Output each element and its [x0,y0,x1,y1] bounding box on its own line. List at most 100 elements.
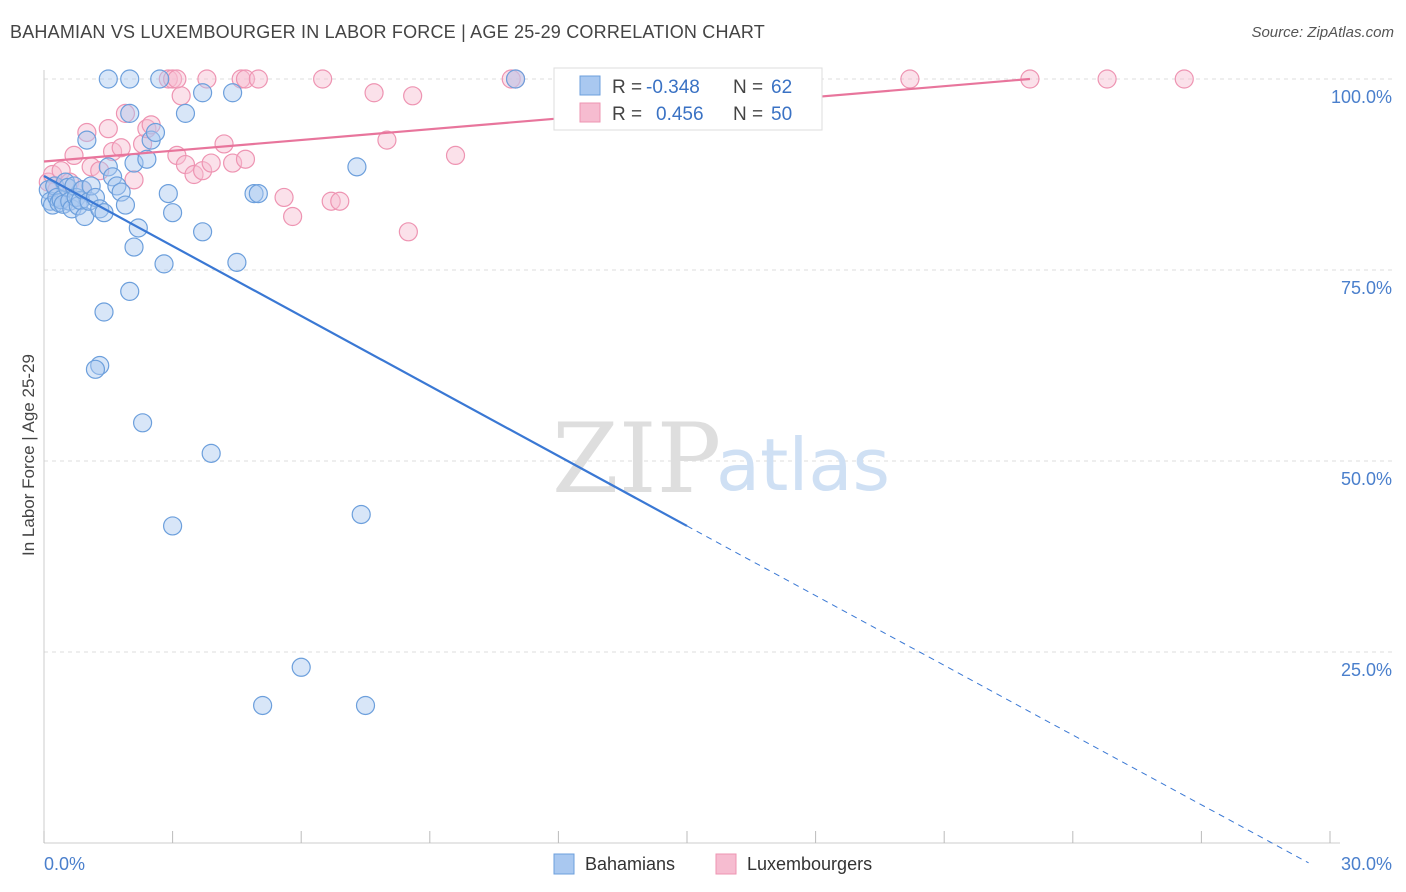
luxembourgers-point [111,138,131,158]
luxembourgers-point [501,69,521,89]
axes [43,70,1340,844]
bahamians-point [158,184,178,204]
series-legend: Bahamians Luxembourgers [553,853,872,875]
y-tick-label-100: 100.0% [1331,87,1392,107]
bahamians-trend-extension [686,525,1309,864]
watermark: ZIP atlas [552,403,890,515]
bahamians-point [163,203,183,223]
luxembourgers-point [1174,69,1194,89]
bahamians-point [120,69,140,89]
watermark-zip: ZIP [552,403,721,515]
luxembourgers-point [398,222,418,242]
luxembourgers-point [167,69,187,89]
legend-n-label-1: N = [733,77,763,98]
bahamians-point [248,184,268,204]
luxembourgers-point [403,86,423,106]
luxembourgers-point [171,86,191,106]
bahamians-point [351,504,371,525]
bahamians-point [124,237,144,257]
y-axis-tick-labels: 25.0% 50.0% 75.0% 100.0% [1331,87,1392,680]
bahamians-point [115,195,136,215]
x-tick-label-max: 30.0% [1341,854,1392,874]
bahamians-point [193,222,213,242]
luxembourgers-point [248,69,268,89]
luxembourgers-point [214,134,234,154]
legend-n-label-2: N = [733,104,763,125]
x-axis-tick-labels: 0.0% 30.0% [44,854,1392,874]
luxembourgers-point [201,153,221,173]
luxembourgers-point [124,170,144,190]
luxembourgers-point [1097,69,1117,89]
luxembourgers-point [283,206,303,227]
y-tick-label-75: 75.0% [1341,278,1392,298]
luxembourgers-point [231,69,251,89]
luxembourgers-point [900,69,920,89]
bahamians-point [193,83,213,103]
gridlines [44,78,1392,653]
correlation-legend: R = -0.348 N = 62 R = 0.456 N = 50 [553,67,823,131]
luxembourgers-trend-line [43,77,1031,163]
legend-n-value-2: 50 [771,104,792,125]
bahamians-point [120,103,140,123]
luxembourgers-point [235,149,256,169]
source-label: Source: ZipAtlas.com [1251,24,1394,41]
bahamians-point [102,167,123,187]
bahamians-point [75,206,95,227]
legend-r-value-1: -0.348 [646,77,700,98]
legend-r-value-2: 0.456 [656,104,704,125]
bahamians-point [98,69,118,89]
bahamians-trend-line [43,175,688,527]
luxembourgers-point [377,130,397,150]
series-legend-label-luxembourgers: Luxembourgers [747,854,872,874]
luxembourgers-point [313,69,333,89]
luxembourgers-point [445,145,466,165]
luxembourgers-point [364,83,384,103]
bahamians-point [85,359,106,379]
bahamians-point [201,443,221,463]
luxembourgers-point [98,119,118,139]
series-legend-swatch-bahamians [553,853,575,875]
luxembourgers-point [77,122,97,143]
bahamians-point [145,122,166,143]
bahamians-point [227,252,247,272]
legend-r-label-1: R = [612,77,642,98]
bahamians-point [291,657,311,677]
bahamians-point [223,83,243,103]
bahamians-point [98,157,118,177]
legend-swatch-luxembourgers [579,102,601,123]
bahamians-point [150,69,170,89]
bahamians-point [77,130,97,150]
luxembourgers-point [223,153,243,173]
bahamians-point [244,184,264,204]
legend-n-value-1: 62 [771,77,792,98]
y-tick-label-25: 25.0% [1341,660,1392,680]
x-tick-label-min: 0.0% [44,854,85,874]
luxembourgers-point [115,103,136,123]
luxembourgers-point [274,187,294,208]
y-tick-label-50: 50.0% [1341,469,1392,489]
bahamians-point [175,103,196,123]
luxembourgers-point [330,191,350,211]
trend-lines [43,77,1309,864]
bahamians-point [120,281,140,301]
bahamians-point [94,302,114,322]
bahamians-points [38,69,526,716]
legend-r-label-2: R = [612,104,642,125]
chart-title: BAHAMIAN VS LUXEMBOURGER IN LABOR FORCE … [10,22,765,42]
bahamians-point [154,254,174,274]
bahamians-point [253,695,273,716]
legend-swatch-bahamians [579,75,601,96]
luxembourgers-point [64,145,84,165]
bahamians-point [81,176,101,196]
bahamians-point [355,695,376,716]
x-axis-ticks [43,831,1331,843]
watermark-atlas: atlas [716,423,890,507]
bahamians-point [163,516,183,536]
series-legend-swatch-luxembourgers [715,853,737,875]
series-legend-label-bahamians: Bahamians [585,854,675,874]
bahamians-point [505,69,526,89]
bahamians-point [347,157,367,177]
bahamians-point [132,413,153,433]
bahamians-point [137,149,157,169]
